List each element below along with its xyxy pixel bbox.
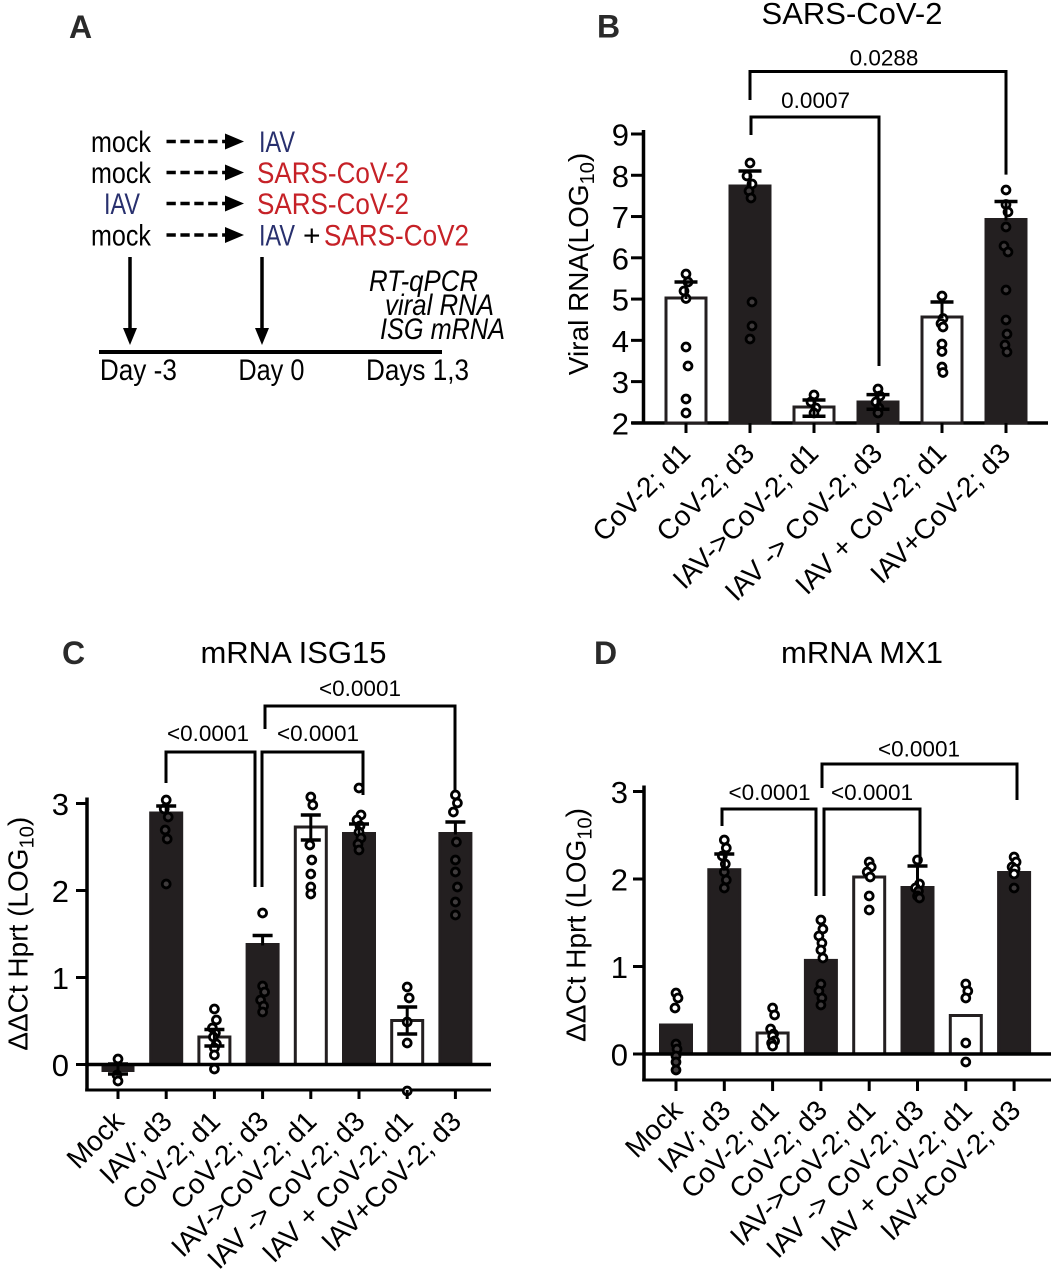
svg-text:B: B	[597, 9, 620, 45]
svg-text:6: 6	[612, 241, 629, 276]
svg-text:C: C	[62, 635, 85, 671]
svg-text:ΔΔCt Hprt (LOG10): ΔΔCt Hprt (LOG10)	[3, 817, 39, 1051]
svg-text:mock: mock	[91, 157, 152, 190]
svg-text:4: 4	[612, 324, 629, 359]
svg-text:SARS-CoV-2: SARS-CoV-2	[257, 188, 409, 221]
svg-text:<0.0001: <0.0001	[831, 780, 913, 805]
svg-text:Viral RNA(LOG10): Viral RNA(LOG10)	[563, 153, 599, 375]
svg-text:5: 5	[612, 283, 629, 318]
svg-text:ISG mRNA: ISG mRNA	[380, 313, 505, 346]
svg-text:Day -3: Day -3	[100, 354, 177, 387]
svg-text:SARS-CoV-2: SARS-CoV-2	[762, 0, 943, 31]
svg-text:9: 9	[612, 118, 629, 153]
svg-text:<0.0001: <0.0001	[878, 737, 960, 762]
svg-text:0: 0	[52, 1048, 69, 1083]
svg-text:IAV: IAV	[104, 188, 140, 221]
svg-text:IAV: IAV	[259, 126, 295, 159]
svg-text:1: 1	[52, 961, 69, 996]
svg-text:mRNA ISG15: mRNA ISG15	[200, 635, 386, 670]
svg-text:+: +	[303, 220, 321, 253]
svg-text:0.0007: 0.0007	[781, 88, 850, 113]
svg-text:2: 2	[612, 406, 629, 441]
svg-text:3: 3	[611, 775, 628, 810]
svg-text:mock: mock	[91, 126, 152, 159]
svg-text:<0.0001: <0.0001	[319, 676, 401, 701]
svg-text:<0.0001: <0.0001	[167, 721, 249, 746]
svg-text:mock: mock	[91, 220, 152, 253]
svg-text:D: D	[594, 635, 617, 671]
svg-text:IAV: IAV	[259, 220, 295, 253]
svg-text:3: 3	[612, 365, 629, 400]
svg-text:0: 0	[611, 1038, 628, 1073]
svg-text:<0.0001: <0.0001	[729, 780, 811, 805]
svg-text:0.0288: 0.0288	[850, 46, 919, 71]
svg-text:SARS-CoV-2: SARS-CoV-2	[257, 157, 409, 190]
svg-text:RT-qPCR: RT-qPCR	[369, 265, 478, 298]
svg-text:Days 1,3: Days 1,3	[366, 354, 469, 387]
svg-text:8: 8	[612, 159, 629, 194]
svg-text:mRNA MX1: mRNA MX1	[781, 635, 943, 670]
svg-text:ΔΔCt Hprt (LOG10): ΔΔCt Hprt (LOG10)	[561, 808, 597, 1042]
svg-text:<0.0001: <0.0001	[277, 721, 359, 746]
svg-text:A: A	[69, 9, 92, 45]
svg-text:2: 2	[52, 874, 69, 909]
svg-text:3: 3	[52, 787, 69, 822]
svg-text:SARS-CoV2: SARS-CoV2	[324, 220, 469, 253]
svg-text:2: 2	[611, 863, 628, 898]
svg-text:7: 7	[612, 200, 629, 235]
svg-text:Day 0: Day 0	[238, 354, 304, 387]
svg-text:1: 1	[611, 950, 628, 985]
svg-text:viral RNA: viral RNA	[385, 289, 494, 322]
